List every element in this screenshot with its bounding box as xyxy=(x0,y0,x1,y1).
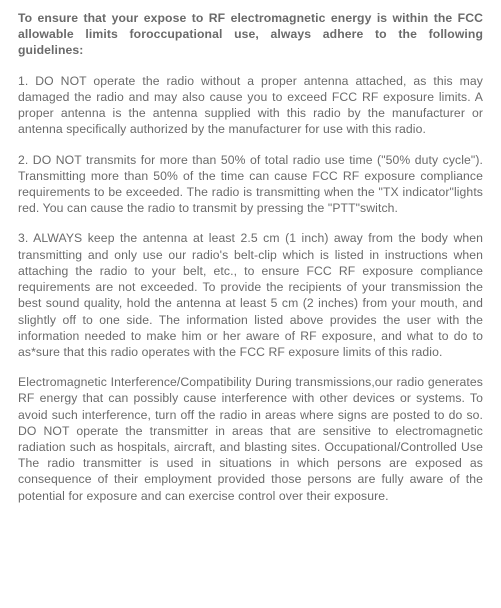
intro-heading: To ensure that your expose to RF electro… xyxy=(18,10,483,59)
paragraph-1: 1. DO NOT operate the radio without a pr… xyxy=(18,73,483,138)
paragraph-4: Electromagnetic Interference/Compatibili… xyxy=(18,374,483,504)
document-page: To ensure that your expose to RF electro… xyxy=(0,0,501,514)
paragraph-3: 3. ALWAYS keep the antenna at least 2.5 … xyxy=(18,230,483,360)
paragraph-2: 2. DO NOT transmits for more than 50% of… xyxy=(18,152,483,217)
